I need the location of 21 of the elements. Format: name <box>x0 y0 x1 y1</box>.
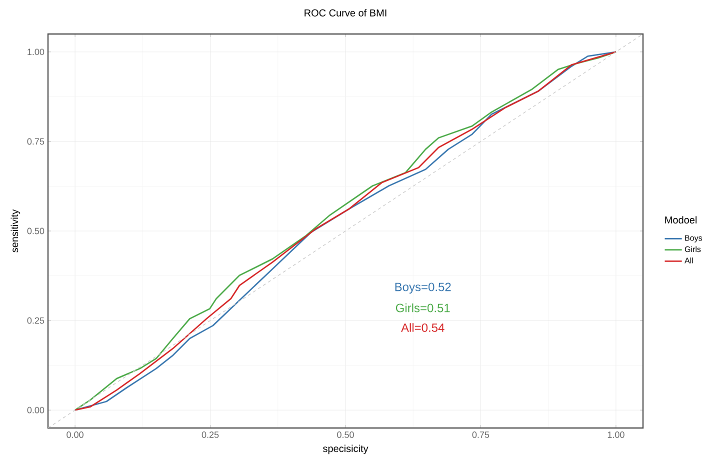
x-tick-label: 0.25 <box>202 432 219 438</box>
x-tick-label: 0.50 <box>337 432 354 438</box>
x-tick-label: 0.75 <box>472 432 490 438</box>
legend-label: Girls <box>684 246 701 252</box>
y-tick-label: 0.00 <box>27 406 44 414</box>
y-axis-title: sensitivity <box>10 209 20 252</box>
annotation: Girls=0.51 <box>396 303 450 312</box>
x-axis-title: specisicity <box>323 444 368 454</box>
legend-label: All <box>684 257 693 264</box>
x-tick-label: 0.00 <box>66 432 84 438</box>
annotation: All=0.54 <box>401 323 444 332</box>
y-tick-label: 0.75 <box>27 138 44 145</box>
x-tick-label: 1.00 <box>608 432 624 438</box>
annotation: Boys=0.52 <box>395 282 451 294</box>
line-series <box>74 51 617 411</box>
y-tick-label: 0.25 <box>27 317 44 324</box>
y-tick-label: 0.50 <box>27 228 44 234</box>
legend-title: Modoel <box>665 216 697 224</box>
chart-title: ROC Curve of BMI <box>304 9 386 16</box>
y-tick-label: 1.00 <box>28 48 44 56</box>
legend-label: Boys <box>685 235 702 242</box>
